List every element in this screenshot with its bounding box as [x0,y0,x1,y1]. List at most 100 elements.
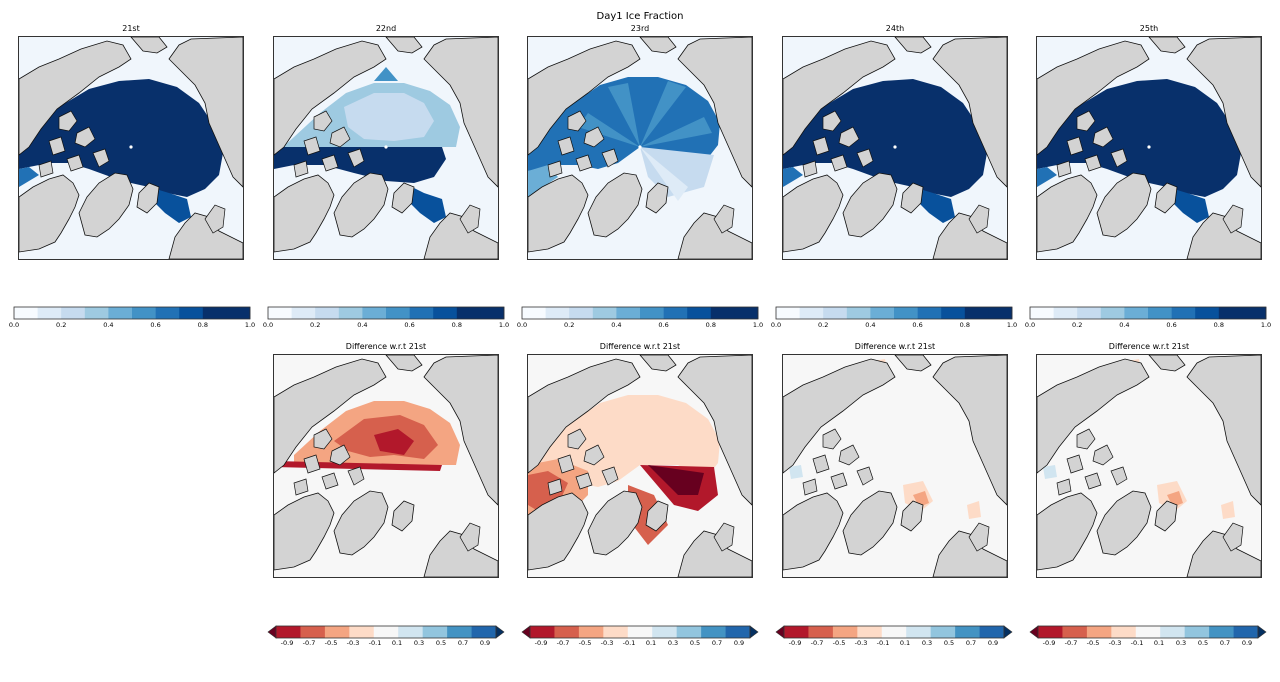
map-panel-21st [18,36,244,260]
colorbar-tick-label: 0.6 [1166,321,1177,329]
colorbar-tick-label: 0.0 [8,321,20,329]
colorbar-tick-label: 0.1 [1153,639,1165,647]
difference-map-22nd [274,355,498,577]
colorbar-segment [471,626,497,638]
colorbar-segment [1209,626,1234,638]
colorbar-segment [1233,626,1259,638]
diff-title-24th: Difference w.r.t 21st [854,342,936,351]
colorbar-tick-label: 0.2 [1072,321,1083,329]
colorbar-diff-25th [1029,625,1267,639]
colorbar-segment [1171,307,1196,319]
colorbar-segment [456,307,481,319]
colorbar-tick-label: 0.6 [658,321,669,329]
colorbar-segment [480,307,505,319]
map-panel-24th [782,36,1008,260]
ice-fraction-map-21st [19,37,243,259]
colorbar-tick-label: -0.5 [1086,639,1100,647]
colorbar-segment [1195,307,1220,319]
colorbar-segment [663,307,688,319]
colorbar-tick-label: -0.3 [1108,639,1122,647]
colorbar-segment [324,626,350,638]
colorbar-segment [616,307,641,319]
colorbar-extend-max [749,625,759,639]
colorbar-segment [179,307,204,319]
colorbar-extend-min [1029,625,1039,639]
colorbar-segment [725,626,751,638]
colorbar-extend-min [521,625,531,639]
colorbar-segment [652,626,677,638]
colorbar-segment [373,626,399,638]
map-panel-22nd [273,36,499,260]
colorbar-segment [362,307,387,319]
colorbar-segment [433,307,458,319]
colorbar-segment [530,626,555,638]
colorbar-tick-label: 0.8 [451,321,462,329]
colorbar-segment [14,307,38,319]
colorbar-tick-label: 0.4 [357,321,368,329]
colorbar-frame [275,625,497,639]
colorbar-frame [13,306,251,320]
colorbar-segment [554,626,580,638]
colorbar-tick-label: 1.0 [244,321,256,329]
colorbar-tick-label: -0.3 [854,639,868,647]
colorbar-extend-min [267,625,277,639]
diff-panel-24th [782,354,1008,578]
colorbar-segment [592,307,617,319]
colorbar-tick-label: 0.1 [391,639,403,647]
colorbar-tick-label: -0.7 [1064,639,1078,647]
colorbar-frame [267,306,505,320]
colorbar-segment [1111,626,1137,638]
colorbar-diff-22nd [267,625,505,639]
colorbar-segment [1135,626,1161,638]
colorbar-segment [1086,626,1112,638]
colorbar-tick-label: -0.1 [876,639,890,647]
colorbar-segment [300,626,326,638]
colorbar-tick-label: 0.8 [1213,321,1224,329]
colorbar-segment [1053,307,1078,319]
colorbar-tick-label: 0.8 [705,321,716,329]
colorbar-tick-label: -0.5 [832,639,846,647]
colorbar-segment [941,307,966,319]
colorbar-tick-label: 0.7 [965,639,977,647]
colorbar-tick-label: 0.6 [404,321,415,329]
colorbar-segment [710,307,735,319]
colorbar-segment [37,307,62,319]
colorbar-diff-23rd [521,625,759,639]
diff-panel-22nd [273,354,499,578]
colorbar-segment [268,307,292,319]
colorbar-segment [1218,307,1243,319]
colorbar-tick-label: -0.1 [368,639,382,647]
colorbar-frame [783,625,1005,639]
colorbar-segment [881,626,907,638]
panel-title-24th: 24th [885,24,905,33]
colorbar-segment [627,626,653,638]
diff-title-25th: Difference w.r.t 21st [1108,342,1190,351]
colorbar-segment [569,307,594,319]
difference-map-24th [783,355,1007,577]
colorbar-segment [799,307,824,319]
ice-fraction-map-23rd [528,37,752,259]
colorbar-segment [701,626,726,638]
colorbar-segment [409,307,434,319]
figure-title: Day1 Ice Fraction [596,11,684,22]
colorbar-frame [775,306,1013,320]
colorbar-segment [132,307,156,319]
colorbar-segment [276,626,301,638]
colorbar-segment [84,307,109,319]
colorbar-segment [603,626,629,638]
map-panel-23rd [527,36,753,260]
colorbar-tick-label: -0.7 [556,639,570,647]
colorbar-tick-label: 0.4 [865,321,876,329]
colorbar-segment [1030,307,1054,319]
colorbar-tick-label: 0.3 [1175,639,1187,647]
colorbar-segment [291,307,316,319]
colorbar-segment [906,626,931,638]
colorbar-tick-label: -0.9 [788,639,802,647]
colorbar-tick-label: 0.4 [611,321,622,329]
colorbar-ice-21st [13,306,251,320]
colorbar-tick-label: 0.7 [711,639,723,647]
colorbar-tick-label: 0.9 [479,639,491,647]
colorbar-tick-label: -0.3 [346,639,360,647]
colorbar-segment [338,307,363,319]
colorbar-frame [521,306,759,320]
